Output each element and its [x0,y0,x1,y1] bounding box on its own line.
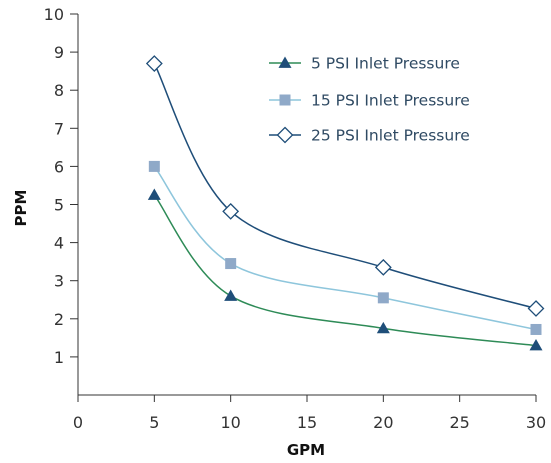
series-line-3 [153,63,537,310]
legend-marker [276,126,294,144]
series-2-point [225,258,237,270]
x-tick-label: 5 [149,413,159,432]
series-3-point [374,258,392,276]
x-tick-label: 25 [449,413,469,432]
y-tick-label: 1 [54,348,64,367]
series-line-2 [153,165,537,331]
series-2-point [148,160,160,172]
y-tick-label: 2 [54,310,64,329]
x-tick-label: 0 [73,413,83,432]
series-1-point [529,338,543,351]
y-tick-label: 9 [54,43,64,62]
y-tick-label: 3 [54,272,64,291]
series-markers [145,55,545,351]
legend: 5 PSI Inlet Pressure 15 PSI Inlet Pressur… [269,55,470,145]
y-tick-label: 6 [54,157,64,176]
legend-label: 15 PSI Inlet Pressure [311,92,470,110]
x-tick-label: 10 [220,413,240,432]
series-2-point [530,323,542,335]
series-1-point [376,321,390,334]
x-tick-label: 30 [526,413,546,432]
series-2-point [377,292,389,304]
y-tick-label: 5 [54,196,64,215]
series-3-point [222,202,240,220]
series-3-point [527,300,545,317]
y-ticks: 1 2 3 4 5 6 7 8 9 10 [44,5,78,367]
series-line-1 [153,194,537,347]
y-tick-label: 4 [54,234,64,253]
x-tick-label: 20 [373,413,393,432]
series-1-point [147,188,161,200]
legend-marker [279,94,291,106]
x-tick-label: 15 [297,413,317,432]
legend-label: 5 PSI Inlet Pressure [311,55,460,73]
series-1-point [224,289,238,301]
y-tick-label: 8 [54,81,64,100]
x-axis-title: GPM [287,441,325,459]
legend-label: 25 PSI Inlet Pressure [311,127,470,145]
y-axis-title: PPM [12,190,30,227]
y-tick-label: 7 [54,119,64,138]
legend-marker [278,56,292,68]
series-lines [153,63,537,347]
y-tick-label: 10 [44,5,64,24]
x-ticks: 0 5 10 15 20 25 30 [73,395,546,432]
series-3-point [145,55,163,72]
